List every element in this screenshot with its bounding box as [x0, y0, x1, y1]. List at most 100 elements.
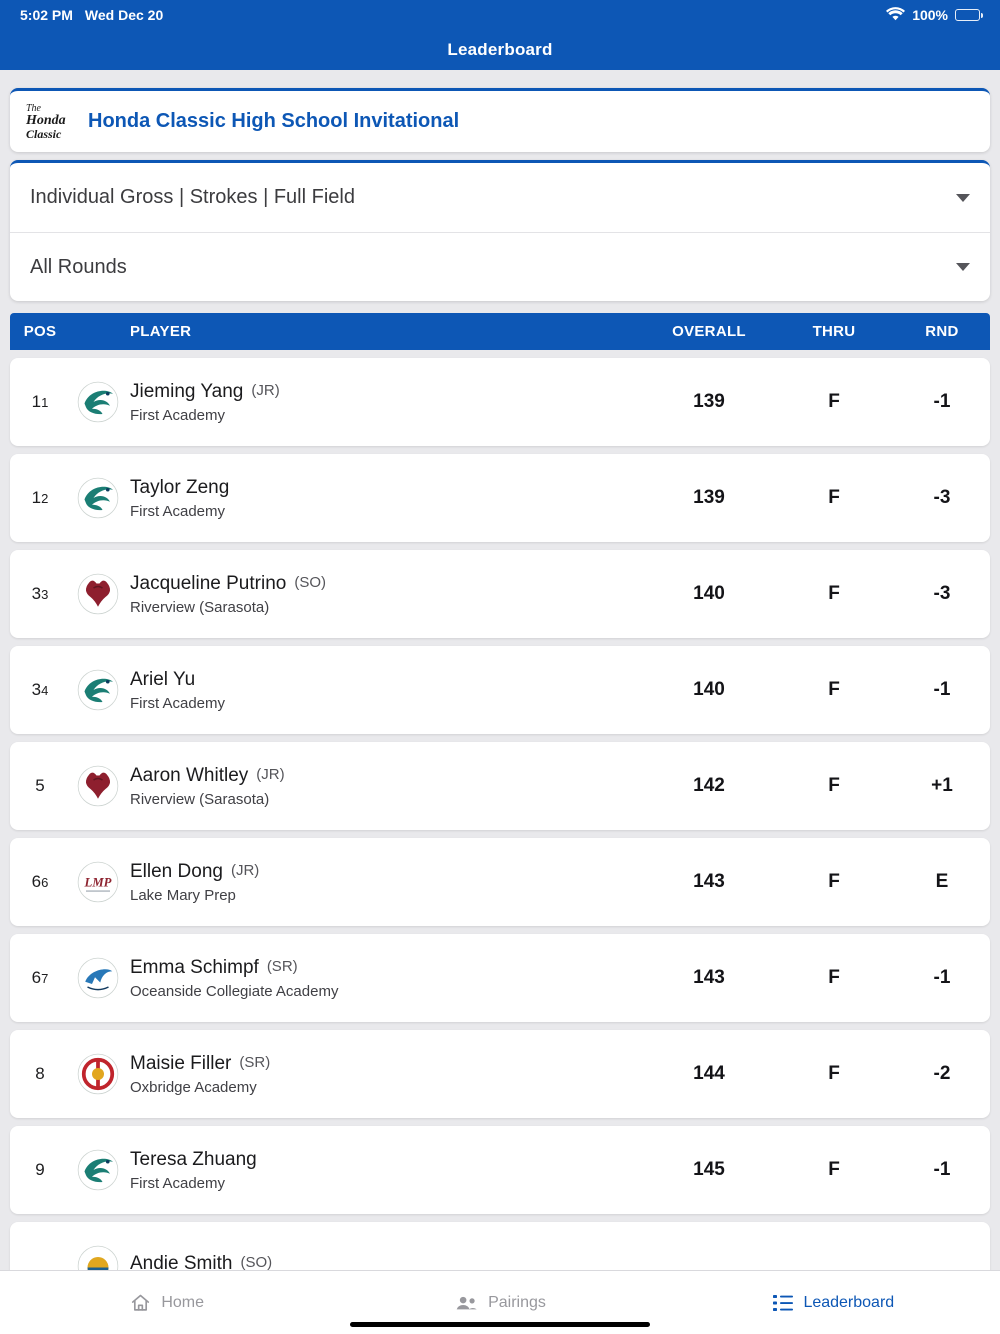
round-score: -1: [933, 1159, 951, 1180]
col-rnd: RND: [925, 323, 959, 340]
table-row[interactable]: 34 Ariel Yu First Academy 140 F -1: [10, 646, 990, 734]
school-name: Oceanside Collegiate Academy: [130, 982, 339, 1000]
school-logo: [70, 477, 126, 519]
class-year: (SR): [266, 957, 298, 975]
school-logo: [70, 381, 126, 423]
round-score: -2: [933, 1063, 951, 1084]
tab-pairings[interactable]: Pairings: [333, 1271, 666, 1334]
position-number: 5: [35, 776, 45, 795]
tournament-title: Honda Classic High School Invitational: [88, 110, 460, 132]
round-score: +1: [931, 775, 953, 796]
battery-icon: [955, 9, 983, 21]
position-number: 1: [31, 392, 42, 411]
table-row[interactable]: 33 Jacqueline Putrino (SO) Riverview (Sa…: [10, 550, 990, 638]
table-row[interactable]: 5 Aaron Whitley (JR) Riverview (Sarasota…: [10, 742, 990, 830]
position: 5: [10, 776, 70, 796]
position-number: 1: [31, 488, 42, 507]
table-row[interactable]: 12 Taylor Zeng First Academy 139 F -3: [10, 454, 990, 542]
tournament-logo-line: Classic: [26, 126, 62, 141]
thru-status: F: [828, 871, 840, 892]
home-icon: [129, 1292, 152, 1314]
overall-score: 144: [693, 1063, 725, 1084]
overall-score: 143: [693, 967, 725, 988]
tab-label: Pairings: [488, 1293, 546, 1311]
school-logo: [70, 957, 126, 999]
position: 66: [10, 872, 70, 892]
position: 11: [10, 392, 70, 412]
round-score: E: [935, 871, 949, 892]
col-thru: THRU: [812, 323, 856, 340]
tab-home[interactable]: Home: [0, 1271, 333, 1334]
thru-status: F: [828, 679, 840, 700]
table-row[interactable]: 8 Maisie Filler (SR) Oxbridge Academy 14…: [10, 1030, 990, 1118]
thru-status: F: [828, 391, 840, 412]
school-logo: [70, 765, 126, 807]
rounds-filter-dropdown[interactable]: All Rounds: [10, 232, 990, 301]
class-year: (JR): [251, 381, 280, 399]
leaderboard-icon: [772, 1293, 794, 1313]
player-name: Ellen Dong: [130, 860, 223, 882]
overall-score: 140: [693, 679, 725, 700]
class-year: (JR): [230, 861, 260, 879]
position: 9: [10, 1160, 70, 1180]
status-date: Wed Dec 20: [84, 7, 164, 23]
player-name: Aaron Whitley: [130, 764, 249, 786]
school-name: First Academy: [130, 694, 226, 712]
table-row[interactable]: 67 Emma Schimpf (SR) Oceanside Collegiat…: [10, 934, 990, 1022]
player-name: Jacqueline Putrino: [130, 572, 287, 594]
position-sub-number: 2: [41, 491, 49, 506]
round-score: -1: [933, 967, 951, 988]
position-number: 9: [35, 1160, 45, 1179]
col-player: PLAYER: [130, 323, 192, 340]
leaderboard-column-header: POS PLAYER OVERALL THRU RND: [10, 313, 990, 350]
overall-score: 139: [693, 391, 725, 412]
school-name: Oxbridge Academy: [130, 1078, 257, 1096]
status-bar: 5:02 PM Wed Dec 20 100%: [0, 0, 1000, 30]
position: 33: [10, 584, 70, 604]
tab-leaderboard[interactable]: Leaderboard: [667, 1271, 1000, 1334]
position-sub-number: 4: [41, 683, 49, 698]
status-time: 5:02 PM: [20, 7, 73, 23]
overall-score: 143: [693, 871, 725, 892]
overall-score: 142: [693, 775, 725, 796]
app-header-block: 5:02 PM Wed Dec 20 100% Leaderboard: [0, 0, 1000, 70]
school-name: First Academy: [130, 1174, 226, 1192]
school-name: Riverview (Sarasota): [130, 598, 270, 616]
class-year: (SO): [240, 1254, 273, 1271]
class-year: (SO): [294, 573, 326, 591]
table-row[interactable]: 9 Teresa Zhuang First Academy 145 F -1: [10, 1126, 990, 1214]
overall-score: 139: [693, 487, 725, 508]
class-year: (SR): [239, 1053, 271, 1071]
tab-label: Leaderboard: [803, 1293, 895, 1311]
overall-score: 140: [693, 583, 725, 604]
school-name: First Academy: [130, 406, 226, 424]
round-score: -3: [933, 583, 951, 604]
filters-card: Individual Gross | Strokes | Full Field …: [10, 160, 990, 301]
thru-status: F: [828, 487, 840, 508]
thru-status: F: [828, 775, 840, 796]
player-name: Jieming Yang: [130, 380, 244, 402]
position-sub-number: 7: [41, 971, 49, 986]
tournament-card[interactable]: The Honda Classic Honda Classic High Sch…: [10, 88, 990, 152]
player-name: Andie Smith: [130, 1253, 233, 1274]
rounds-filter-value: All Rounds: [30, 255, 127, 278]
thru-status: F: [828, 1159, 840, 1180]
chevron-down-icon: [956, 263, 970, 271]
school-name: First Academy: [130, 502, 226, 520]
scoring-filter-dropdown[interactable]: Individual Gross | Strokes | Full Field: [10, 163, 990, 232]
position: 8: [10, 1064, 70, 1084]
home-indicator[interactable]: [350, 1322, 650, 1327]
table-row[interactable]: 66 LMP Ellen Dong (JR) Lake Mary Prep 14…: [10, 838, 990, 926]
leaderboard-rows: 11 Jieming Yang (JR) First Academy 139 F…: [0, 358, 1000, 1310]
position-number: 3: [31, 584, 42, 603]
class-year: (JR): [256, 765, 285, 783]
player-name: Emma Schimpf: [130, 956, 259, 978]
position-number: 6: [31, 968, 42, 987]
round-score: -1: [933, 391, 951, 412]
thru-status: F: [828, 967, 840, 988]
school-logo: [70, 573, 126, 615]
table-row[interactable]: 11 Jieming Yang (JR) First Academy 139 F…: [10, 358, 990, 446]
position: 67: [10, 968, 70, 988]
tab-label: Home: [161, 1293, 204, 1311]
round-score: -3: [933, 487, 951, 508]
